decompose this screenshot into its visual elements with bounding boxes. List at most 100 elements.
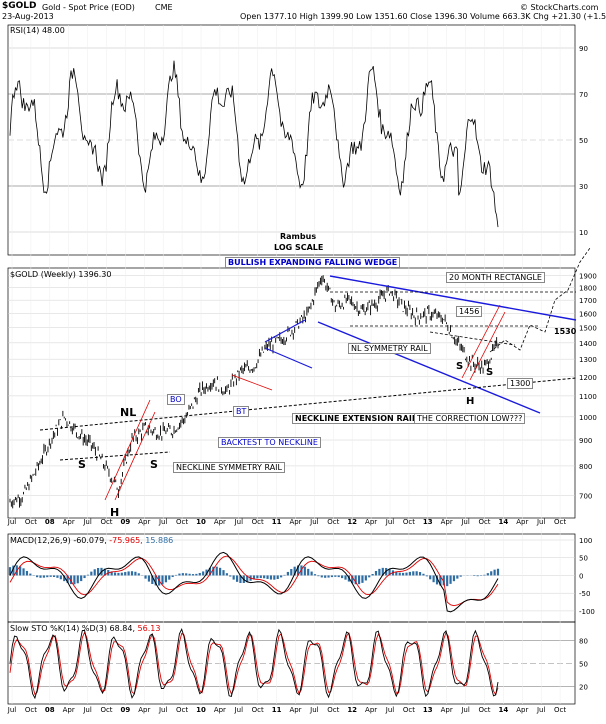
price-tick-label: 1000 (579, 414, 597, 422)
price-bars (9, 275, 499, 509)
open-value: 1377.10 (263, 12, 298, 21)
price-tick-label: 1100 (579, 393, 597, 401)
x-tick-label: Apr (441, 706, 453, 714)
x-tick-label: Jul (7, 706, 17, 714)
rsi-label: RSI(14) 48.00 (10, 26, 65, 35)
x-tick-label: 14 (499, 706, 509, 714)
x-tick-label: Apr (63, 518, 75, 526)
macd-panel (7, 533, 576, 623)
s-left-2: S (456, 361, 464, 372)
sto-d-line (9, 631, 499, 696)
high-value: 1399.90 (320, 12, 354, 21)
label-1456: 1456 (456, 306, 483, 317)
price-tick-label: 900 (579, 437, 592, 445)
price-tick-label: 1600 (579, 311, 597, 319)
rsi-tick-label: 30 (579, 183, 588, 191)
s-left-1: S (78, 458, 86, 471)
red-channel-line (104, 399, 151, 501)
x-tick-label: Jul (385, 518, 395, 526)
x-tick-label: 11 (272, 706, 282, 714)
x-tick-label: Jul (309, 518, 319, 526)
x-tick-label: Oct (327, 518, 339, 526)
x-tick-label: Apr (365, 706, 377, 714)
price-tick-label: 700 (579, 492, 592, 500)
rectangle-annotation: 20 MONTH RECTANGLE (446, 272, 545, 283)
macd-tick-label: 100 (579, 537, 592, 545)
x-tick-label: 12 (347, 706, 357, 714)
sto-value-2: 56.13 (137, 624, 161, 633)
x-tick-label: 09 (121, 518, 131, 526)
x-tick-label: Oct (100, 518, 112, 526)
x-tick-label: Jul (234, 518, 244, 526)
high-label: High (299, 12, 318, 21)
macd-signal-line (9, 555, 499, 607)
x-tick-label: Jul (385, 706, 395, 714)
x-tick-label: Jul (82, 706, 92, 714)
x-tick-label: Apr (516, 518, 528, 526)
macd-tick-label: 0 (579, 572, 583, 580)
x-tick-label: Jul (536, 706, 546, 714)
wedge-upper-line (329, 275, 577, 321)
neckline-sym-annotation: NECKLINE SYMMETRY RAIL (173, 462, 285, 473)
correction-annotation: THE CORRECTION LOW??? (414, 413, 526, 424)
rsi-tick-label: 10 (579, 229, 588, 237)
x-tick-label: 08 (45, 518, 55, 526)
x-tick-label: Oct (176, 518, 188, 526)
macd-tick-label: -50 (579, 590, 590, 598)
sto-tick-label: 50 (579, 661, 588, 669)
chg-label: Chg (533, 12, 549, 21)
low-value: 1351.60 (374, 12, 408, 21)
chg-value: +21.30 (+1.55%) (551, 12, 606, 21)
macd-lines (8, 551, 500, 613)
blue-channel-line (264, 319, 306, 343)
price-panel (7, 267, 576, 519)
x-tick-label: Oct (25, 706, 37, 714)
low-label: Low (356, 12, 372, 21)
s-right-2: S (486, 367, 494, 378)
axis-ticks: 90 70 50 30 10 1900 1800 1700 1600 1500 1400 1300 12… (579, 45, 597, 692)
sto-value-1: 68.84, (109, 624, 135, 633)
x-tick-label: Oct (100, 706, 112, 714)
x-tick-label: Apr (289, 518, 301, 526)
x-tick-label: Oct (554, 518, 566, 526)
x-tick-label: 10 (196, 706, 206, 714)
instrument-name: Gold - Spot Price (EOD) (42, 3, 135, 12)
watermark: © StockCharts.com (520, 3, 599, 12)
h-annotation-1: H (110, 506, 120, 519)
red-channel-line (231, 374, 273, 391)
macd-value-1: -60.079, (73, 536, 107, 545)
x-tick-label: Oct (327, 706, 339, 714)
trendlines (39, 247, 591, 501)
macd-value-2: -75.965, (109, 536, 143, 545)
x-tick-label: 13 (423, 518, 433, 526)
x-tick-label: 10 (196, 518, 206, 526)
nl-annotation: NL (120, 406, 137, 419)
ohlc-readout: Open 1377.10 High 1399.90 Low 1351.60 Cl… (240, 12, 606, 21)
volume-label: Volume (470, 12, 500, 21)
nl-symmetry-line (429, 331, 516, 346)
red-channel-line (461, 304, 501, 379)
x-tick-label: Apr (289, 706, 301, 714)
sto-k-line (9, 627, 499, 700)
x-tick-label: 14 (499, 518, 509, 526)
x-tick-label: Oct (252, 518, 264, 526)
x-tick-label: 13 (423, 706, 433, 714)
price-tick-label: 800 (579, 463, 592, 471)
x-tick-label: Oct (403, 706, 415, 714)
scale-annotation: LOG SCALE (274, 243, 324, 252)
wedge-lower-line (317, 321, 541, 414)
macd-line (9, 551, 499, 613)
x-tick-label: Jul (234, 706, 244, 714)
x-tick-label: Oct (478, 706, 490, 714)
x-tick-label: Apr (214, 518, 226, 526)
date: 23-Aug-2013 (2, 12, 54, 21)
x-tick-label: Jul (158, 518, 168, 526)
grid-lines (8, 25, 575, 704)
projection-path (489, 247, 591, 353)
macd-label: MACD(12,26,9) (10, 536, 71, 545)
x-tick-label: Jul (536, 518, 546, 526)
neckline-symmetry-line (59, 451, 171, 461)
x-tick-label: Oct (403, 518, 415, 526)
price-tick-label: 1900 (579, 273, 597, 281)
